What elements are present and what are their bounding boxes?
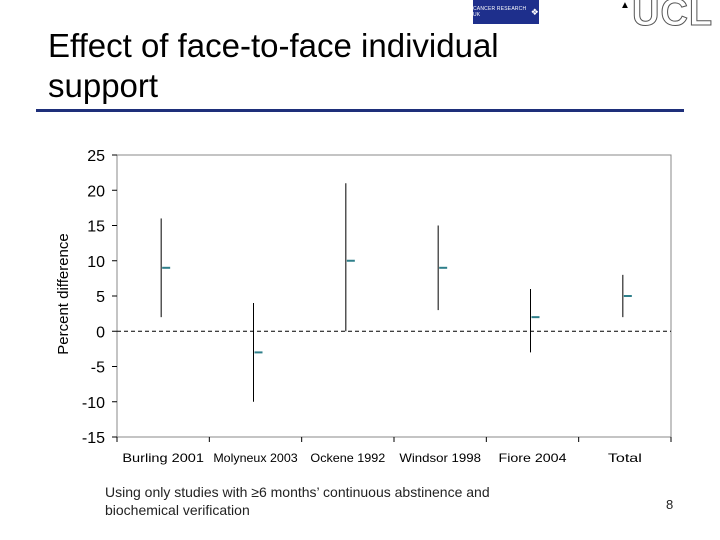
y-tick-label: -15	[82, 430, 105, 447]
y-tick-label: 10	[87, 254, 105, 271]
logo-mark-icon: ❖	[530, 6, 539, 17]
y-tick-label: 15	[87, 219, 105, 236]
plot-marks	[117, 183, 671, 402]
x-axis: Burling 2001 Molyneux 2003 Ockene 1992 Wind…	[116, 437, 672, 465]
y-tick-label: 5	[96, 289, 105, 306]
y-tick-label: 20	[87, 183, 105, 200]
y-tick-label: 25	[87, 148, 105, 165]
page-title: Effect of face-to-face individual suppor…	[48, 27, 499, 104]
y-tick-label: -5	[91, 360, 105, 377]
page-number: 8	[666, 497, 674, 512]
x-tick-label: Windsor 1998	[399, 451, 481, 465]
x-tick-label: Molyneux 2003	[213, 451, 298, 465]
y-tick-label: -10	[82, 395, 105, 412]
footnote-caption: Using only studies with ≥6 months’ conti…	[105, 484, 490, 518]
x-tick-label: Burling 2001	[122, 451, 204, 465]
title-divider	[36, 109, 684, 112]
plot-frame	[116, 154, 672, 438]
y-tick-label: 0	[96, 324, 105, 341]
x-tick-label: Ockene 1992	[310, 451, 385, 465]
cancer-research-logo-text: CANCER RESEARCH UK	[473, 6, 527, 18]
cancer-research-logo: CANCER RESEARCH UK ❖	[473, 0, 539, 24]
y-axis: 25 20 15 10 5 0 -5 -10 -15	[82, 148, 117, 447]
x-tick-label: Total	[608, 451, 642, 465]
y-axis-label: Percent difference	[55, 233, 72, 354]
ucl-crest-icon: ▲	[620, 0, 630, 11]
ucl-logo-text: UCL	[631, 0, 714, 28]
ucl-logo: ▲ UCL	[600, 0, 720, 28]
x-tick-label: Fiore 2004	[499, 451, 567, 465]
